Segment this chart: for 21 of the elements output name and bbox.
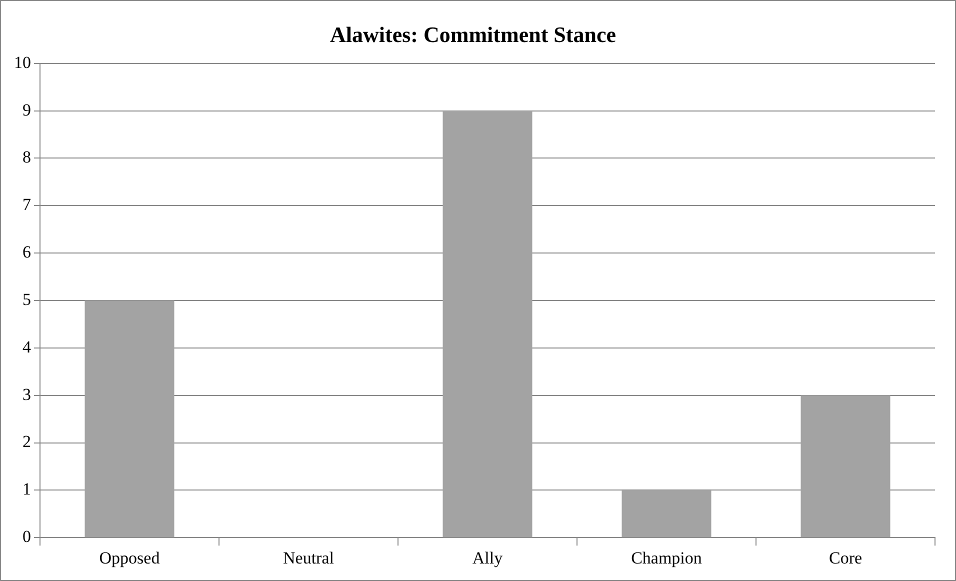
y-tick-label: 6 bbox=[22, 242, 31, 262]
x-tick-label: Ally bbox=[472, 548, 504, 568]
chart-title: Alawites: Commitment Stance bbox=[330, 22, 616, 47]
y-tick-label: 8 bbox=[22, 148, 31, 167]
x-tick-label: Core bbox=[828, 548, 862, 568]
y-tick-label: 10 bbox=[14, 52, 31, 72]
y-tick-label: 1 bbox=[22, 480, 31, 499]
bar bbox=[622, 490, 712, 538]
bar bbox=[442, 110, 532, 538]
x-tick-label: Opposed bbox=[99, 548, 160, 568]
bar bbox=[84, 300, 174, 538]
y-tick-label: 9 bbox=[22, 100, 31, 120]
y-tick-label: 3 bbox=[22, 384, 31, 404]
y-tick-label: 2 bbox=[22, 432, 31, 452]
bar bbox=[800, 395, 890, 538]
x-tick-label: Champion bbox=[631, 548, 702, 568]
y-tick-label: 7 bbox=[22, 195, 32, 214]
x-tick-label: Neutral bbox=[283, 548, 334, 568]
y-tick-label: 5 bbox=[22, 290, 31, 309]
y-tick-label: 4 bbox=[22, 337, 32, 356]
y-tick-label: 0 bbox=[22, 527, 31, 546]
